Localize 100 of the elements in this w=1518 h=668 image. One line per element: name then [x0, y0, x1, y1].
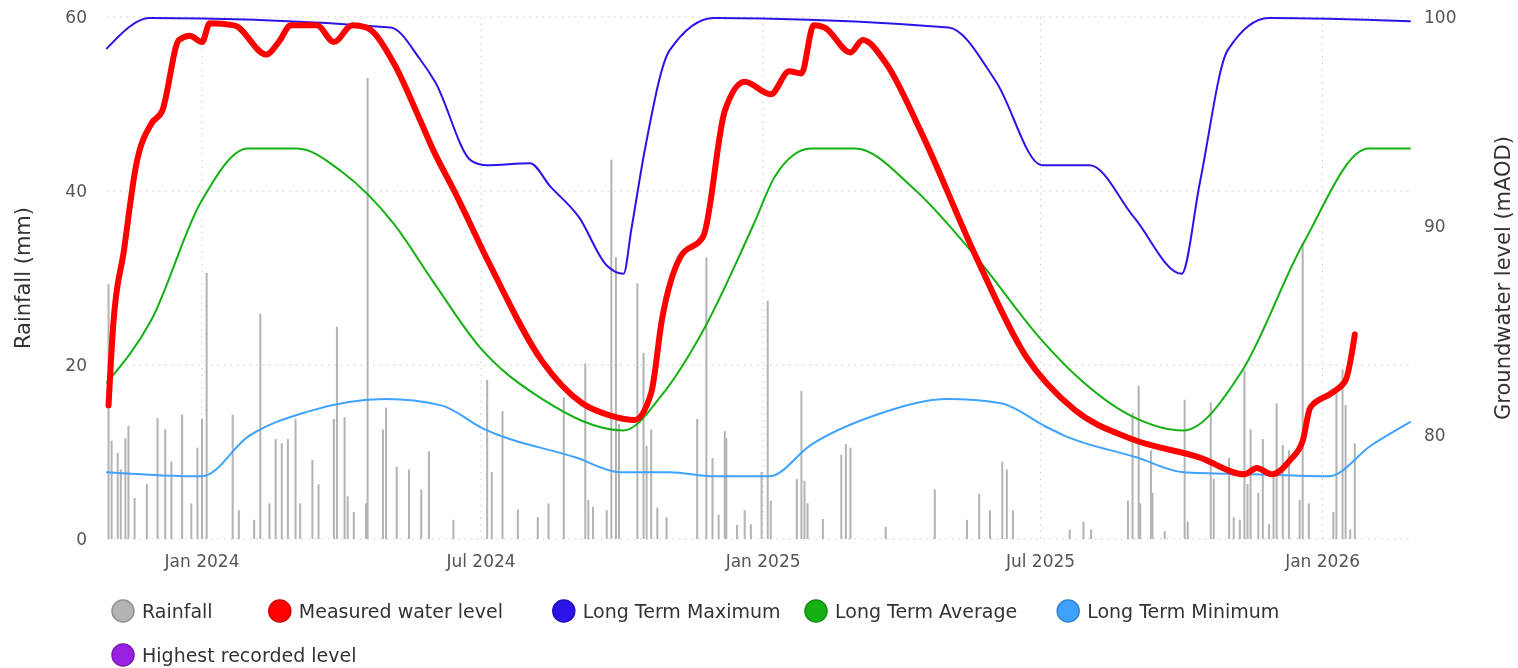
bar [849, 447, 852, 539]
bar [352, 512, 355, 539]
bar [821, 518, 824, 539]
bar [650, 429, 653, 539]
bar [1257, 492, 1260, 539]
y2-axis-title: Groundwater level (mAOD) [1491, 136, 1515, 420]
bar [205, 272, 208, 539]
bar [1267, 524, 1270, 539]
bar [1126, 500, 1129, 539]
bar [795, 478, 798, 539]
bar [190, 503, 193, 539]
bar [1011, 510, 1014, 539]
bar [1353, 443, 1356, 539]
bar [1275, 403, 1278, 539]
bar [978, 493, 981, 539]
y2-tick-label: 80 [1424, 424, 1446, 445]
bar [656, 507, 659, 539]
bar [605, 510, 608, 539]
bar [806, 503, 809, 539]
bar [840, 454, 843, 539]
bar [584, 363, 587, 539]
bar [286, 438, 289, 539]
bar [201, 418, 204, 539]
bar [1307, 503, 1310, 539]
bar [1232, 517, 1235, 539]
bar [385, 407, 387, 539]
x-tick-label: Jul 2024 [445, 551, 516, 571]
bar [366, 77, 369, 539]
bar [1005, 469, 1008, 539]
x-tick-label: Jan 2026 [1284, 551, 1361, 571]
y-tick-label: 60 [65, 6, 87, 27]
bar [844, 444, 847, 539]
bar [884, 526, 887, 539]
bar [749, 524, 752, 539]
bar [486, 379, 489, 539]
bar [294, 418, 297, 539]
bar [711, 458, 714, 539]
bar [536, 517, 539, 539]
bar [335, 326, 338, 539]
bar [501, 411, 504, 539]
bar [1349, 529, 1352, 539]
y-axis-title: Rainfall (mm) [11, 206, 35, 350]
bar [407, 469, 410, 539]
bar [1001, 461, 1004, 539]
bar [259, 313, 262, 539]
legend-label: Highest recorded level [142, 643, 357, 666]
bar [116, 452, 119, 539]
bar [280, 443, 283, 539]
bar [133, 498, 136, 539]
bar [311, 459, 314, 539]
bar [343, 417, 346, 539]
bar [636, 283, 639, 539]
bar [988, 510, 991, 539]
bar [317, 484, 320, 539]
bar [933, 489, 936, 539]
bar [1183, 399, 1186, 539]
line-series [106, 17, 1411, 275]
bar [299, 503, 302, 539]
bar [274, 438, 277, 539]
bar [1341, 369, 1344, 539]
y2-tick-label: 90 [1424, 215, 1446, 236]
bar [1243, 370, 1246, 539]
bar [427, 451, 430, 539]
legend-label: Long Term Minimum [1087, 599, 1280, 622]
bar [268, 503, 271, 539]
bar [1238, 519, 1241, 539]
x-tick-label: Jan 2025 [724, 551, 801, 571]
bar [1163, 531, 1166, 539]
x-tick-label: Jul 2025 [1004, 551, 1076, 571]
bar [743, 510, 746, 539]
bar [1090, 529, 1093, 539]
bar [736, 525, 739, 539]
bar [490, 472, 493, 539]
bar [696, 418, 699, 539]
bar [1082, 521, 1085, 539]
bar [1209, 402, 1212, 539]
bar [164, 429, 167, 539]
bar [196, 447, 199, 539]
bar [665, 517, 668, 539]
bar [591, 506, 594, 539]
legend-label: Long Term Average [835, 599, 1018, 622]
bar [181, 414, 184, 539]
bar [395, 466, 398, 539]
y2-tick-label: 100 [1424, 6, 1457, 27]
bar [717, 514, 720, 539]
bar [231, 414, 234, 539]
bar [760, 472, 763, 539]
bar [614, 257, 617, 539]
bar [237, 510, 240, 539]
legend-label: Measured water level [298, 599, 504, 622]
bar [156, 418, 159, 539]
bar [1249, 429, 1252, 539]
legend-label: Long Term Maximum [582, 599, 781, 622]
bar [965, 519, 968, 539]
bar [610, 159, 613, 539]
bar [547, 503, 550, 539]
bar [420, 489, 423, 539]
y-tick-label: 40 [65, 180, 87, 201]
line-series [106, 398, 1411, 478]
bar [1335, 393, 1338, 539]
